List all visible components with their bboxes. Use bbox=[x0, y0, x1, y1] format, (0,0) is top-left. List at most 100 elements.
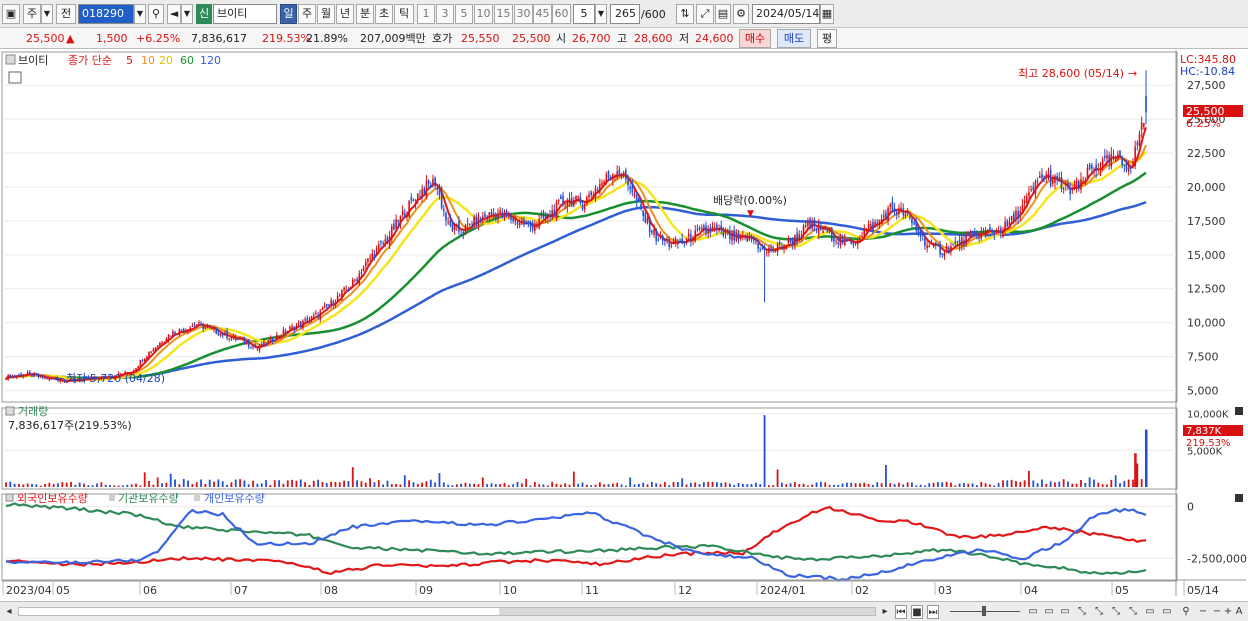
search-icon-bottom[interactable]: ⚲ bbox=[1182, 606, 1190, 617]
scroll-right-icon[interactable]: ▸ bbox=[882, 606, 888, 617]
candle-body bbox=[338, 295, 341, 297]
turnover-percent: 21.89% bbox=[306, 32, 348, 45]
date-input[interactable]: 2024/05/14 bbox=[752, 4, 820, 24]
code-dropdown-icon[interactable]: ▼ bbox=[134, 4, 146, 24]
holding-menu-icon[interactable] bbox=[5, 493, 14, 502]
search-icon[interactable]: ⚲ bbox=[148, 4, 164, 24]
interval-1[interactable]: 1 bbox=[417, 4, 435, 24]
x-tick-label: 2024/01 bbox=[760, 584, 806, 597]
settings-icon[interactable]: ⚙ bbox=[733, 4, 749, 24]
tool-icon-2[interactable]: ⤡ bbox=[1095, 606, 1103, 617]
candle-body bbox=[1030, 189, 1032, 191]
candle-body bbox=[778, 242, 781, 245]
volume-bar bbox=[1002, 480, 1004, 487]
tool-icon-1[interactable]: ⤡ bbox=[1078, 606, 1086, 617]
candle-body bbox=[343, 287, 345, 291]
tool-icon-6[interactable]: ▭ bbox=[1162, 606, 1172, 617]
volume-bar bbox=[1093, 479, 1095, 487]
sell-button[interactable]: 매도 bbox=[777, 29, 811, 48]
interval-3[interactable]: 3 bbox=[436, 4, 454, 24]
interval-select[interactable]: 5 bbox=[573, 4, 595, 24]
zoom-out-icon[interactable]: − bbox=[1198, 606, 1208, 617]
candle-body bbox=[772, 249, 775, 251]
volume-menu-icon[interactable] bbox=[5, 406, 15, 416]
candle-body bbox=[562, 195, 564, 204]
volume-bar bbox=[720, 482, 723, 487]
chart-scrollbar[interactable]: ◂ ▸ ⏮ ■ ⏭ ▭ ▭ ▭ ⤡ ⤡ ⤡ ⤡ ▭ ▭ ⚲ − − + A bbox=[0, 601, 1248, 621]
interval-60[interactable]: 60 bbox=[552, 4, 571, 24]
draw-icon[interactable]: ⤢ bbox=[696, 4, 714, 24]
candle-body bbox=[603, 181, 605, 185]
volume-bar bbox=[65, 482, 68, 487]
candle-body bbox=[115, 376, 118, 378]
volume-close-icon[interactable] bbox=[1235, 407, 1243, 415]
tool-icon-5[interactable]: ▭ bbox=[1145, 606, 1155, 617]
interval-5[interactable]: 5 bbox=[455, 4, 473, 24]
speaker-dropdown-icon[interactable]: ▼ bbox=[181, 4, 193, 24]
indicator-icon[interactable]: ⇅ bbox=[676, 4, 694, 24]
candle-body bbox=[878, 219, 881, 224]
table-icon[interactable] bbox=[8, 71, 22, 84]
interval-30[interactable]: 30 bbox=[514, 4, 533, 24]
candle-body bbox=[304, 319, 306, 321]
volume-bar bbox=[828, 484, 831, 487]
layout-icon-1[interactable]: ▭ bbox=[1028, 606, 1038, 617]
zoom-slider-handle[interactable] bbox=[982, 606, 986, 616]
layout-icon-3[interactable]: ▭ bbox=[1060, 606, 1070, 617]
font-size-icon[interactable]: A bbox=[1235, 606, 1243, 617]
interval-dropdown-icon[interactable]: ▼ bbox=[595, 4, 607, 24]
period-week[interactable]: 주 bbox=[298, 4, 316, 24]
window-icon[interactable]: ▣ bbox=[2, 4, 20, 24]
period-tick[interactable]: 틱 bbox=[394, 4, 414, 24]
candle-body bbox=[315, 313, 317, 315]
tool-icon-4[interactable]: ⤡ bbox=[1129, 606, 1137, 617]
scroll-left-icon[interactable]: ◂ bbox=[6, 606, 12, 617]
tool-icon-3[interactable]: ⤡ bbox=[1112, 606, 1120, 617]
period-year[interactable]: 년 bbox=[336, 4, 354, 24]
period-second[interactable]: 초 bbox=[375, 4, 393, 24]
prev-button[interactable]: 전 bbox=[56, 4, 76, 24]
period-day[interactable]: 일 bbox=[280, 4, 297, 24]
candle-body bbox=[872, 222, 874, 231]
zoom-minus-icon[interactable]: − bbox=[1212, 606, 1222, 617]
save-icon[interactable]: ▤ bbox=[715, 4, 731, 24]
volume-current-label: 7,837K bbox=[1186, 426, 1222, 437]
candle-body bbox=[958, 240, 961, 246]
candle-body bbox=[794, 235, 796, 246]
market-select[interactable]: 주 bbox=[23, 4, 41, 24]
market-dropdown-icon[interactable]: ▼ bbox=[41, 4, 53, 24]
volume-bar bbox=[429, 479, 432, 487]
interval-10[interactable]: 10 bbox=[474, 4, 493, 24]
period-month[interactable]: 월 bbox=[317, 4, 335, 24]
volume-bar bbox=[820, 481, 822, 487]
interval-45[interactable]: 45 bbox=[533, 4, 552, 24]
candle-body bbox=[804, 225, 807, 227]
buy-button[interactable]: 매수 bbox=[739, 29, 771, 48]
scroll-track[interactable] bbox=[18, 607, 876, 616]
first-icon[interactable]: ⏮ bbox=[895, 605, 907, 619]
scroll-thumb[interactable] bbox=[499, 608, 875, 615]
calendar-icon[interactable]: ▦ bbox=[820, 4, 834, 24]
menu-icon[interactable] bbox=[5, 54, 16, 65]
period-minute[interactable]: 분 bbox=[356, 4, 374, 24]
zoom-in-icon[interactable]: + bbox=[1223, 606, 1233, 617]
candle-body bbox=[72, 378, 74, 380]
candle-body bbox=[159, 342, 161, 347]
volume-bar bbox=[538, 484, 541, 487]
stop-icon[interactable]: ■ bbox=[911, 605, 923, 619]
candle-body bbox=[61, 380, 64, 382]
holding-close-icon[interactable] bbox=[1235, 494, 1243, 502]
volume-current-tag bbox=[1183, 425, 1243, 436]
interval-15[interactable]: 15 bbox=[494, 4, 513, 24]
candle-body bbox=[1106, 155, 1108, 159]
eval-button[interactable]: 평 bbox=[817, 29, 837, 48]
last-icon[interactable]: ⏭ bbox=[927, 605, 939, 619]
stock-code-input[interactable]: 018290 bbox=[78, 4, 134, 24]
speaker-icon[interactable]: ◄ bbox=[167, 4, 181, 24]
layout-icon-2[interactable]: ▭ bbox=[1044, 606, 1054, 617]
candle-body bbox=[484, 213, 486, 218]
count-input[interactable]: 265 bbox=[610, 4, 640, 24]
volume-bar bbox=[1015, 481, 1017, 487]
candle-body bbox=[76, 380, 79, 382]
candle-body bbox=[646, 217, 649, 223]
